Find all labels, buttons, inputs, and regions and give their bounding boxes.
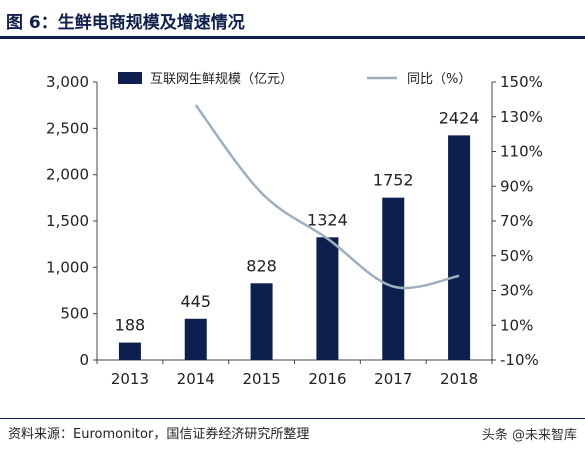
y-left-tick-label: 0 [79,351,89,369]
x-tick-label: 2016 [308,370,346,388]
y-right-tick-label: -10% [500,351,539,369]
y-left-tick-label: 3,000 [46,73,89,91]
bar-2014 [184,318,207,360]
bar-data-label: 1752 [373,171,414,190]
y-right-tick-label: 150% [500,73,543,91]
y-right-tick-label: 70% [500,212,533,230]
y-left-tick-label: 2,000 [46,166,89,184]
y-left-tick-label: 2,500 [46,119,89,137]
y-right-tick-label: 50% [500,247,533,265]
source-divider [0,418,585,419]
y-left-tick-label: 1,500 [46,212,89,230]
y-right-tick-label: 10% [500,316,533,334]
bar-data-label: 1324 [307,210,348,229]
bar-data-label: 445 [180,292,211,311]
bar-data-label: 188 [115,316,146,335]
title-divider [0,36,585,39]
y-right-tick-label: 90% [500,177,533,195]
bar-2013 [118,342,141,360]
legend-line-label: 同比（%） [407,72,471,87]
y-left-tick-label: 1,000 [46,258,89,276]
bar-2018 [448,135,471,360]
bar-data-label: 2424 [439,108,480,127]
growth-rate-line [194,104,460,290]
legend-bar-swatch [118,72,142,84]
y-right-tick-label: 110% [500,143,543,161]
bar-line-chart: 0 500 1,000 1,500 2,000 2,500 3,000 -10% 10% 30% 5… [46,72,543,388]
legend-bar-label: 互联网生鲜规模（亿元） [150,72,293,87]
x-tick-label: 2013 [111,370,149,388]
source-note: 资料来源：Euromonitor，国信证券经济研究所整理 [8,427,310,442]
y-right-tick-label: 30% [500,282,533,300]
bar-2016 [316,237,339,360]
y-right-tick-label: 130% [500,108,543,126]
x-tick-label: 2017 [374,370,412,388]
watermark: 头条 @未来智库 [481,428,577,443]
bar-data-label: 828 [246,256,277,275]
x-tick-label: 2018 [440,370,478,388]
x-tick-label: 2014 [177,370,215,388]
bar-2015 [250,283,273,360]
chart-title: 图 6：生鲜电商规模及增速情况 [6,13,245,33]
y-left-tick-label: 500 [60,305,89,323]
bar-2017 [382,197,405,360]
x-tick-label: 2015 [242,370,280,388]
